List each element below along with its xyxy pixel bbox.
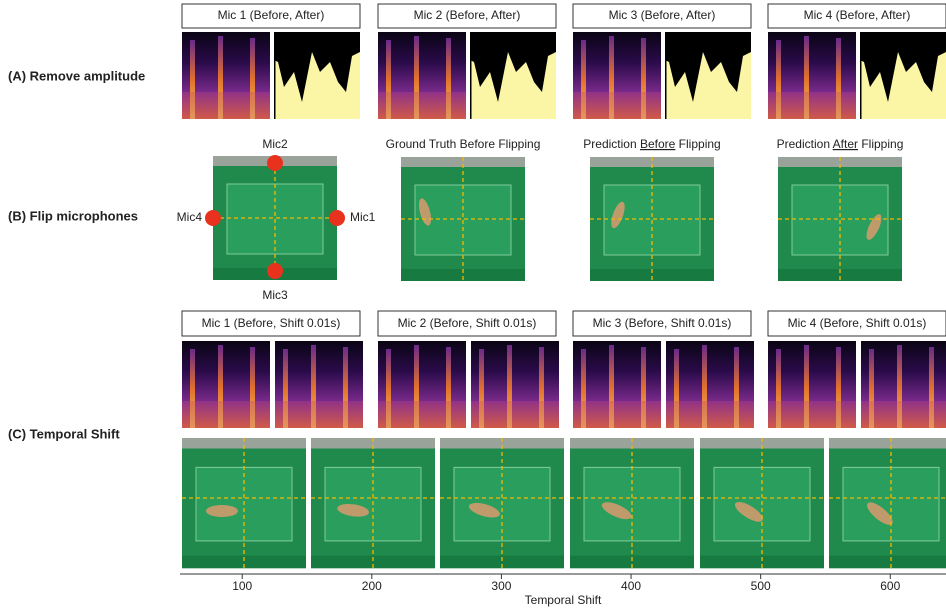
mouse [337, 503, 369, 517]
spec-image [182, 32, 270, 119]
spec-image [378, 32, 466, 119]
mic-marker [267, 263, 283, 279]
spec-image [471, 341, 559, 428]
axis-label: Temporal Shift [525, 593, 602, 607]
mic-marker [329, 210, 345, 226]
panel-title: Prediction After Flipping [777, 137, 904, 151]
panel-title: Prediction Before Flipping [583, 137, 720, 151]
row-label: (C) Temporal Shift [8, 426, 120, 441]
panel-title: Mic 1 (Before, After) [218, 8, 325, 22]
title-part: Prediction [777, 137, 833, 151]
mic-marker [267, 155, 283, 171]
mouse [206, 505, 238, 517]
box-image [828, 437, 946, 569]
panel-title-box [377, 310, 557, 337]
mouse [867, 502, 893, 525]
mouse [468, 502, 500, 518]
panel-title: Mic 2 (Before, Shift 0.01s) [398, 316, 537, 330]
panel-title: Mic 3 (Before, After) [609, 8, 716, 22]
panel-title-box [572, 310, 752, 337]
spec-image [573, 32, 661, 119]
x-tick-label: 300 [491, 579, 511, 593]
panel-title: Mic 2 (Before, After) [414, 8, 521, 22]
row-label: (A) Remove amplitude [8, 68, 145, 83]
x-tick-label: 500 [751, 579, 771, 593]
mic-label: Mic3 [262, 288, 288, 302]
row-label: (B) Flip microphones [8, 208, 138, 223]
spec-image [573, 341, 661, 428]
x-tick-label: 100 [232, 579, 252, 593]
mask-image [665, 32, 751, 119]
spec-image [768, 341, 856, 428]
mask-image [470, 32, 556, 119]
x-tick-label: 200 [362, 579, 382, 593]
panel-title: Ground Truth Before Flipping [386, 137, 541, 151]
panel-title: Mic 4 (Before, After) [804, 8, 911, 22]
title-part: Flipping [858, 137, 903, 151]
mic-marker [205, 210, 221, 226]
panel-title-box [181, 310, 361, 337]
panel-title-box [767, 310, 946, 337]
panel-title-box [377, 3, 557, 29]
title-part: Ground Truth Before Flipping [386, 137, 541, 151]
x-tick-label: 600 [880, 579, 900, 593]
mic-label: Mic4 [177, 210, 203, 224]
spec-image [182, 341, 270, 428]
spec-image [378, 341, 466, 428]
mouse [611, 201, 625, 229]
mouse [734, 501, 763, 522]
spec-image [275, 341, 363, 428]
mask-image [860, 32, 946, 119]
title-part: After [833, 137, 858, 151]
panel-title-box [181, 3, 361, 29]
mask-image [274, 32, 360, 119]
panel-title: Mic 1 (Before, Shift 0.01s) [202, 316, 341, 330]
spec-image [861, 341, 946, 428]
mic-label: Mic1 [350, 210, 376, 224]
panel-title: Mic 4 (Before, Shift 0.01s) [788, 316, 927, 330]
mouse [601, 502, 632, 520]
spec-image [768, 32, 856, 119]
panel-title-box [572, 3, 752, 29]
panel-title-box [767, 3, 946, 29]
x-tick-label: 400 [621, 579, 641, 593]
panel-title: Mic 3 (Before, Shift 0.01s) [593, 316, 732, 330]
mouse [418, 198, 432, 226]
title-part: Before [640, 137, 676, 151]
mouse [866, 214, 882, 240]
title-part: Prediction [583, 137, 640, 151]
mic-label: Mic2 [262, 137, 288, 151]
title-part: Flipping [675, 137, 720, 151]
spec-image [666, 341, 754, 428]
